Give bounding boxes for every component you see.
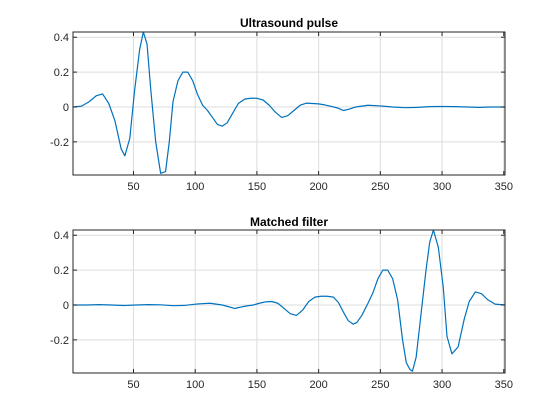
matched-filter-y-tick-label: -0.2	[50, 335, 69, 347]
matched-filter-y-tick-label: 0.4	[54, 230, 69, 242]
ultrasound-pulse-axes-frame	[72, 31, 506, 176]
matched-filter-plot: Matched filter 50 100 150 200 250 300 350 -0.2 0…	[50, 215, 513, 391]
ultrasound-pulse-x-tick-label: 300	[433, 181, 451, 193]
ultrasound-pulse-y-tick-label: 0.4	[54, 32, 69, 44]
matched-filter-y-tick-label: 0	[63, 300, 69, 312]
matched-filter-title: Matched filter	[250, 215, 328, 229]
ultrasound-pulse-series-line	[72, 31, 505, 174]
ultrasound-pulse-x-tick-label: 50	[127, 181, 139, 193]
matched-filter-x-tick-label: 100	[186, 379, 204, 391]
ultrasound-pulse-plot: Ultrasound pulse 50 100 150 200 250 300 350 -0.…	[50, 16, 513, 193]
ultrasound-pulse-x-tick-label: 200	[309, 181, 327, 193]
matched-filter-y-tick-label: 0.2	[54, 265, 69, 277]
ultrasound-pulse-x-tick-label: 100	[186, 181, 204, 193]
ultrasound-pulse-title: Ultrasound pulse	[240, 16, 338, 30]
ultrasound-pulse-x-tick-label: 350	[495, 181, 513, 193]
matched-filter-x-tick-label: 200	[309, 379, 327, 391]
matched-filter-x-tick-label: 50	[127, 379, 139, 391]
ultrasound-pulse-y-tick-label: -0.2	[50, 137, 69, 149]
matched-filter-series-line	[73, 229, 506, 372]
matched-filter-x-tick-label: 350	[495, 379, 513, 391]
matched-filter-x-tick-label: 150	[248, 379, 266, 391]
ultrasound-pulse-x-tick-label: 250	[371, 181, 389, 193]
ultrasound-pulse-y-tick-label: 0	[63, 102, 69, 114]
ultrasound-pulse-x-tick-label: 150	[248, 181, 266, 193]
matched-filter-axes-frame	[72, 229, 506, 374]
matched-filter-x-tick-label: 250	[371, 379, 389, 391]
ultrasound-pulse-y-tick-label: 0.2	[54, 67, 69, 79]
matched-filter-x-tick-label: 300	[433, 379, 451, 391]
